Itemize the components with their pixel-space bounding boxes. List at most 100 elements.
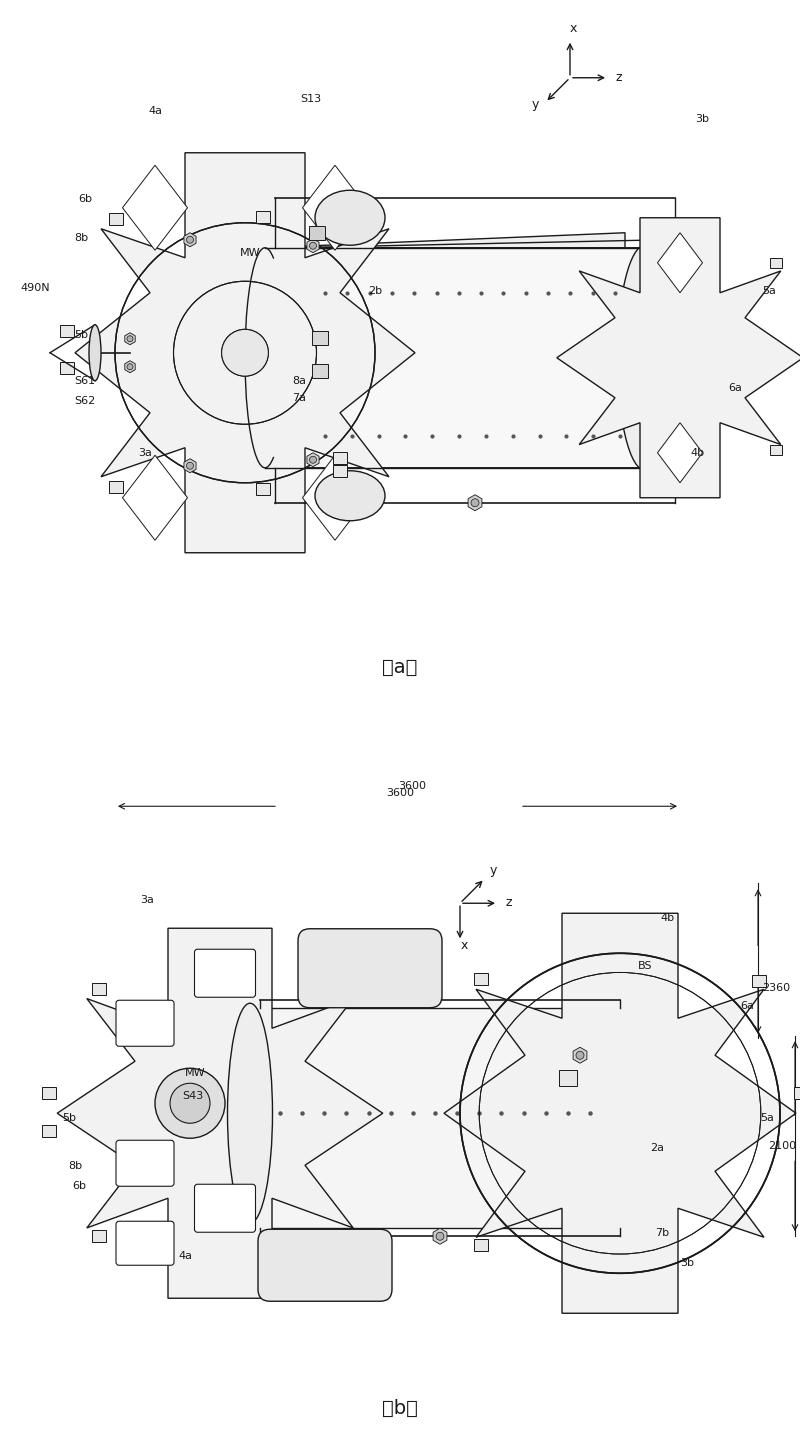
Polygon shape xyxy=(58,929,383,1299)
FancyBboxPatch shape xyxy=(194,949,255,997)
Text: S13: S13 xyxy=(300,94,321,104)
Text: 3a: 3a xyxy=(140,895,154,905)
FancyBboxPatch shape xyxy=(309,226,325,239)
FancyBboxPatch shape xyxy=(312,364,328,377)
FancyBboxPatch shape xyxy=(194,1184,255,1232)
Text: 5b: 5b xyxy=(74,329,88,340)
Text: 7a: 7a xyxy=(292,393,306,403)
Text: 490N: 490N xyxy=(20,283,50,293)
Circle shape xyxy=(127,335,133,342)
FancyBboxPatch shape xyxy=(256,483,270,495)
Polygon shape xyxy=(658,232,702,293)
Circle shape xyxy=(436,1232,444,1241)
Circle shape xyxy=(222,329,268,376)
Text: 4a: 4a xyxy=(178,1251,192,1261)
Polygon shape xyxy=(125,361,135,373)
FancyBboxPatch shape xyxy=(60,325,74,337)
Polygon shape xyxy=(265,232,625,248)
FancyBboxPatch shape xyxy=(770,444,782,454)
Polygon shape xyxy=(290,239,665,248)
FancyBboxPatch shape xyxy=(109,213,123,225)
FancyBboxPatch shape xyxy=(265,248,645,467)
FancyBboxPatch shape xyxy=(92,982,106,994)
Text: S43: S43 xyxy=(182,1091,203,1101)
FancyBboxPatch shape xyxy=(474,974,488,985)
Text: 3600: 3600 xyxy=(386,788,414,798)
Text: 2360: 2360 xyxy=(762,984,790,994)
Polygon shape xyxy=(122,456,187,540)
Circle shape xyxy=(155,1068,225,1138)
FancyBboxPatch shape xyxy=(258,1229,392,1302)
Text: z: z xyxy=(506,897,513,910)
Polygon shape xyxy=(444,913,796,1313)
Text: z: z xyxy=(616,71,622,84)
Text: 3a: 3a xyxy=(138,448,152,457)
Text: 7b: 7b xyxy=(655,1228,669,1238)
Text: 6b: 6b xyxy=(72,1181,86,1191)
Text: 2100: 2100 xyxy=(768,1142,796,1151)
Circle shape xyxy=(222,329,268,376)
Text: 3b: 3b xyxy=(680,1258,694,1268)
Text: S62: S62 xyxy=(74,396,95,406)
FancyBboxPatch shape xyxy=(752,975,766,987)
Ellipse shape xyxy=(89,325,101,380)
Circle shape xyxy=(310,456,317,463)
Text: 4b: 4b xyxy=(690,448,704,457)
Polygon shape xyxy=(573,1048,587,1064)
Text: 5a: 5a xyxy=(762,286,776,296)
FancyBboxPatch shape xyxy=(256,210,270,223)
Text: MW: MW xyxy=(185,1068,206,1078)
FancyBboxPatch shape xyxy=(42,1087,56,1100)
Text: （b）: （b） xyxy=(382,1399,418,1418)
Text: 8b: 8b xyxy=(68,1161,82,1171)
Polygon shape xyxy=(250,1008,610,1228)
Polygon shape xyxy=(557,218,800,498)
Text: x: x xyxy=(460,939,468,952)
Text: 5b: 5b xyxy=(62,1113,76,1123)
Text: 4b: 4b xyxy=(660,913,674,923)
Circle shape xyxy=(186,463,194,469)
Polygon shape xyxy=(184,232,196,247)
FancyBboxPatch shape xyxy=(474,1239,488,1251)
Text: 8b: 8b xyxy=(74,232,88,242)
Text: 8a: 8a xyxy=(292,376,306,386)
Polygon shape xyxy=(122,165,187,250)
Circle shape xyxy=(471,499,479,506)
Polygon shape xyxy=(658,422,702,483)
Polygon shape xyxy=(468,495,482,511)
Text: x: x xyxy=(570,22,577,35)
Polygon shape xyxy=(302,456,367,540)
FancyBboxPatch shape xyxy=(116,1222,174,1265)
FancyBboxPatch shape xyxy=(109,480,123,493)
Text: y: y xyxy=(490,863,497,876)
Polygon shape xyxy=(433,1228,447,1245)
Circle shape xyxy=(186,237,194,244)
Polygon shape xyxy=(307,239,319,252)
Text: MW: MW xyxy=(240,248,261,258)
Ellipse shape xyxy=(315,190,385,245)
Circle shape xyxy=(576,1052,584,1059)
Text: 6a: 6a xyxy=(728,383,742,393)
FancyBboxPatch shape xyxy=(298,929,442,1008)
Text: BS: BS xyxy=(638,961,653,971)
FancyBboxPatch shape xyxy=(559,1071,577,1087)
FancyBboxPatch shape xyxy=(333,451,347,464)
Polygon shape xyxy=(302,165,367,250)
FancyBboxPatch shape xyxy=(60,361,74,374)
Text: S61: S61 xyxy=(74,376,95,386)
Text: 5a: 5a xyxy=(760,1113,774,1123)
FancyBboxPatch shape xyxy=(116,1140,174,1187)
FancyBboxPatch shape xyxy=(333,464,347,477)
Text: 2a: 2a xyxy=(650,1143,664,1154)
Text: 4a: 4a xyxy=(148,106,162,116)
Text: 6a: 6a xyxy=(740,1001,754,1011)
Polygon shape xyxy=(75,152,415,553)
Polygon shape xyxy=(125,332,135,345)
FancyBboxPatch shape xyxy=(770,258,782,268)
Polygon shape xyxy=(184,459,196,473)
Ellipse shape xyxy=(618,245,673,470)
Circle shape xyxy=(170,1084,210,1123)
Ellipse shape xyxy=(227,1003,273,1223)
Text: 6b: 6b xyxy=(78,194,92,203)
FancyBboxPatch shape xyxy=(42,1125,56,1138)
